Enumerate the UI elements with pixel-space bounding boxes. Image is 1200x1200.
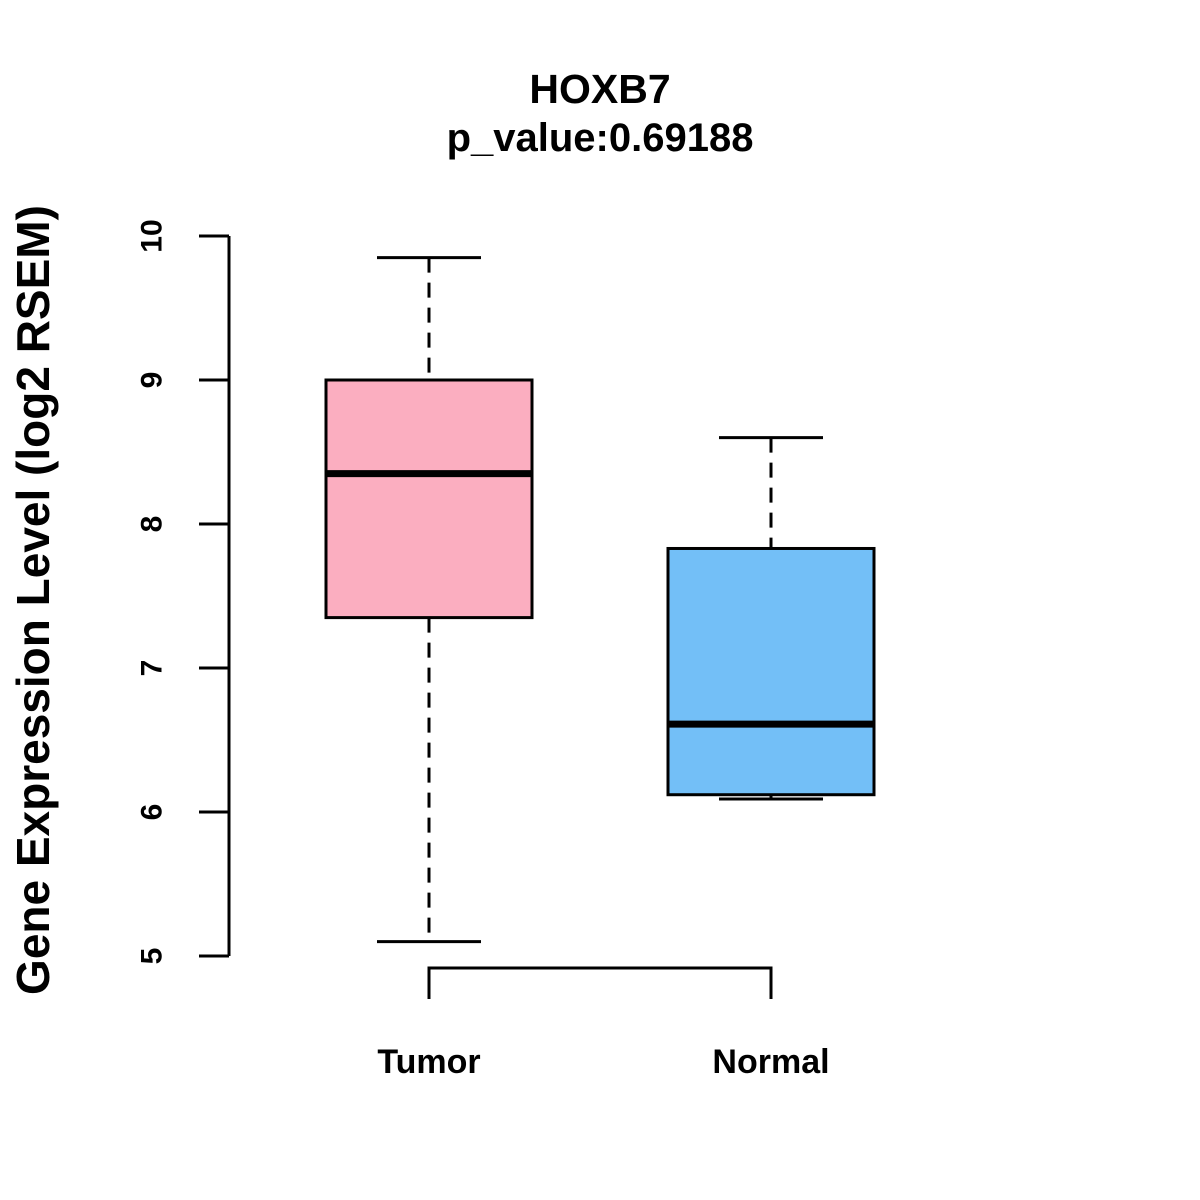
y-axis-tick-label: 5 <box>136 948 169 965</box>
y-axis-tick-label: 10 <box>136 219 169 252</box>
normal-box <box>666 546 876 797</box>
x-axis-label-normal: Normal <box>712 1043 829 1081</box>
chart-title: HOXB7 <box>529 66 671 112</box>
y-axis-tick-label: 9 <box>136 372 169 389</box>
tumor-box <box>324 378 534 620</box>
x-axis-label-tumor: Tumor <box>377 1043 480 1081</box>
y-axis-tick-label: 8 <box>136 516 169 533</box>
chart-subtitle-pvalue: p_value:0.69188 <box>446 116 754 160</box>
y-axis-tick-label: 7 <box>136 660 169 677</box>
y-axis-tick-label: 6 <box>136 804 169 821</box>
x-axis-bracket <box>427 966 773 999</box>
